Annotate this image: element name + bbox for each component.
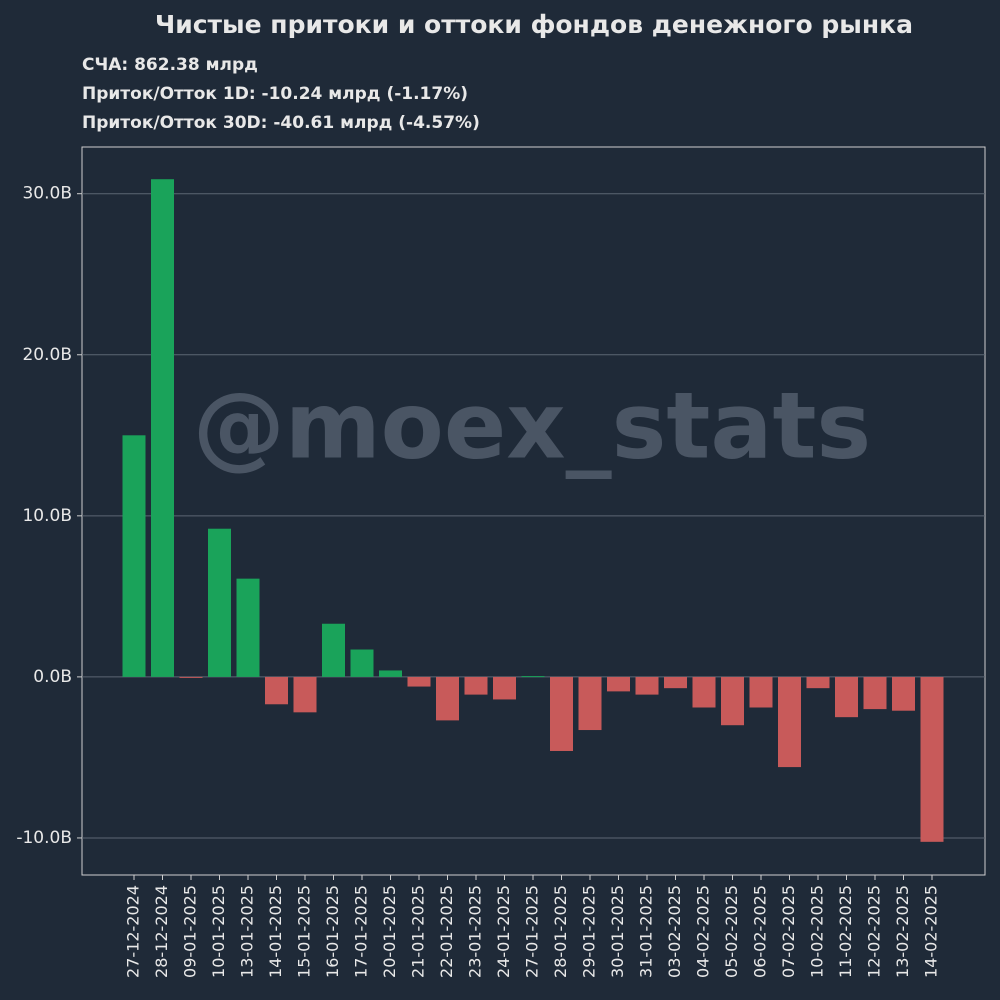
bar bbox=[179, 676, 203, 678]
x-tick-label: 24-01-2025 bbox=[494, 885, 513, 978]
x-tick-label: 29-01-2025 bbox=[580, 885, 599, 978]
bar bbox=[778, 676, 801, 768]
x-tick-label: 28-01-2025 bbox=[551, 885, 570, 978]
x-tick-label: 13-01-2025 bbox=[238, 885, 257, 978]
bar bbox=[236, 578, 260, 677]
x-tick-label: 11-02-2025 bbox=[836, 885, 855, 978]
x-tick-label: 16-01-2025 bbox=[323, 885, 342, 978]
bar bbox=[835, 676, 858, 718]
bar bbox=[265, 676, 288, 705]
x-tick-label: 22-01-2025 bbox=[437, 885, 456, 978]
x-tick-label: 05-02-2025 bbox=[722, 885, 741, 978]
bar bbox=[892, 676, 915, 711]
bar bbox=[920, 676, 944, 842]
bar bbox=[464, 676, 488, 695]
x-tick-label: 06-02-2025 bbox=[751, 885, 770, 978]
x-tick-label: 14-02-2025 bbox=[922, 885, 941, 978]
x-tick-label: 10-02-2025 bbox=[808, 885, 827, 978]
x-tick-label: 31-01-2025 bbox=[637, 885, 656, 978]
x-tick-label: 09-01-2025 bbox=[181, 885, 200, 978]
x-tick-label: 12-02-2025 bbox=[865, 885, 884, 978]
x-tick-label: 15-01-2025 bbox=[295, 885, 314, 978]
bar bbox=[550, 676, 573, 751]
bar bbox=[436, 676, 459, 721]
x-tick-label: 04-02-2025 bbox=[694, 885, 713, 978]
bar bbox=[407, 676, 431, 687]
bar bbox=[607, 676, 630, 692]
bar bbox=[151, 179, 174, 677]
x-tick-label: 20-01-2025 bbox=[380, 885, 399, 978]
y-tick-label: 30.0B bbox=[22, 184, 72, 204]
x-tick-label: 14-01-2025 bbox=[266, 885, 285, 978]
x-tick-label: 28-12-2024 bbox=[152, 885, 171, 978]
x-tick-label: 10-01-2025 bbox=[209, 885, 228, 978]
x-tick-label: 03-02-2025 bbox=[665, 885, 684, 978]
x-tick-label: 27-12-2024 bbox=[124, 885, 143, 978]
bar bbox=[664, 676, 687, 689]
bar bbox=[721, 676, 744, 726]
subtitle: Приток/Отток 1D: -10.24 млрд (-1.17%) bbox=[82, 84, 468, 104]
bar bbox=[806, 676, 830, 689]
bar bbox=[863, 676, 887, 710]
watermark: @moex_stats bbox=[193, 372, 871, 479]
bar bbox=[521, 676, 545, 678]
x-tick-label: 21-01-2025 bbox=[409, 885, 428, 978]
x-tick-label: 13-02-2025 bbox=[893, 885, 912, 978]
bar bbox=[322, 623, 345, 677]
bar bbox=[493, 676, 516, 700]
y-tick-label: -10.0B bbox=[16, 828, 72, 848]
bar bbox=[122, 435, 146, 677]
x-tick-label: 30-01-2025 bbox=[608, 885, 627, 978]
bar bbox=[379, 670, 402, 677]
x-tick-label: 27-01-2025 bbox=[523, 885, 542, 978]
chart-title: Чистые притоки и оттоки фондов денежного… bbox=[155, 10, 913, 39]
bar bbox=[208, 528, 231, 677]
x-tick-label: 23-01-2025 bbox=[466, 885, 485, 978]
bar bbox=[578, 676, 602, 731]
y-tick-label: 0.0B bbox=[33, 667, 72, 687]
bar bbox=[635, 676, 659, 695]
y-tick-label: 20.0B bbox=[22, 345, 72, 365]
x-tick-label: 17-01-2025 bbox=[352, 885, 371, 978]
plot-frame bbox=[81, 146, 986, 876]
x-tick-label: 07-02-2025 bbox=[779, 885, 798, 978]
subtitle: СЧА: 862.38 млрд bbox=[82, 55, 258, 75]
bar bbox=[692, 676, 716, 708]
bar bbox=[350, 649, 374, 677]
bar bbox=[749, 676, 773, 708]
subtitle: Приток/Отток 30D: -40.61 млрд (-4.57%) bbox=[82, 113, 480, 133]
bar bbox=[293, 676, 317, 713]
y-tick-label: 10.0B bbox=[22, 506, 72, 526]
